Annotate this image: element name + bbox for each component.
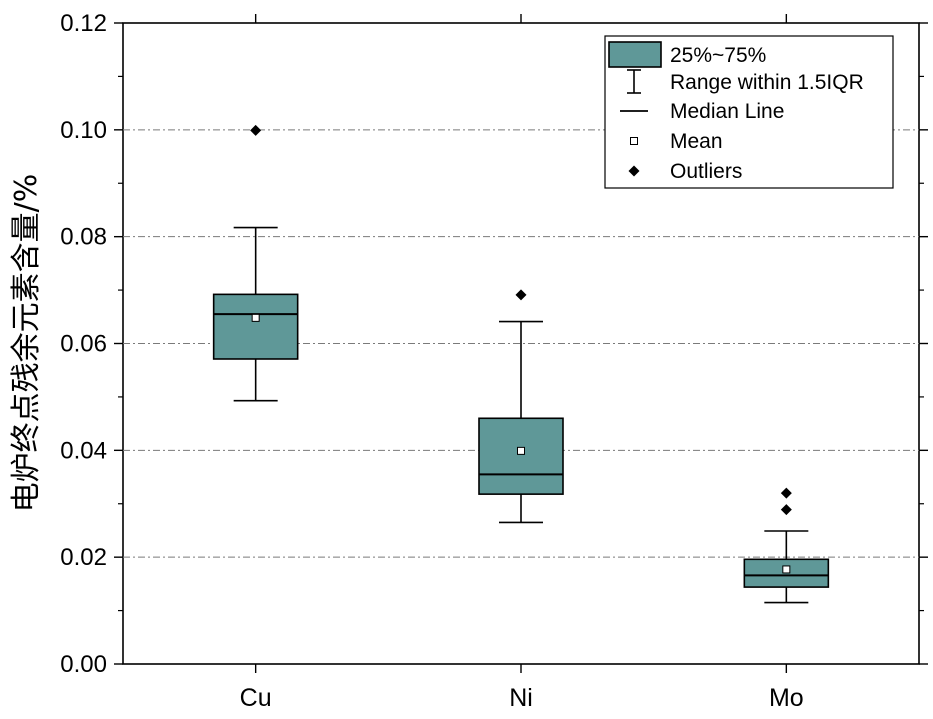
axes: 0.00 0.02 0.04 0.06 0.08 0.10 0.12 Cu Ni Mo [60, 10, 928, 712]
outlier-marker [515, 289, 527, 301]
legend-mean-swatch [630, 137, 638, 145]
box-mo [743, 487, 830, 604]
mean-marker [517, 446, 525, 455]
iqr-box [212, 293, 299, 360]
y-tick-label: 0.04 [60, 437, 107, 464]
legend: 25%~75% Range within 1.5IQR Median Line Mea… [604, 35, 894, 189]
y-tick-label: 0.08 [60, 224, 107, 251]
y-axis-label: 电炉终点残余元素含量/% [9, 174, 44, 513]
legend-items: 25%~75% Range within 1.5IQR Median Line Mea… [608, 41, 864, 183]
y-tick-label: 0.06 [60, 331, 107, 358]
y-tick-label: 0.10 [60, 117, 107, 144]
legend-item-line: Median Line [620, 100, 784, 123]
outlier-marker [780, 487, 792, 499]
legend-box-swatch [608, 41, 662, 68]
box-cu [212, 124, 299, 402]
iqr-box [478, 417, 564, 495]
y-tick-label: 0.12 [60, 10, 107, 37]
legend-label: Range within 1.5IQR [670, 71, 864, 94]
legend-item-diamond: Outliers [628, 160, 742, 183]
legend-item-box: 25%~75% [608, 41, 766, 68]
x-tick-label: Cu [240, 684, 272, 712]
legend-item-whisker: Range within 1.5IQR [627, 69, 864, 94]
box-ni [478, 289, 564, 524]
legend-label: Outliers [670, 160, 742, 183]
mean-marker [251, 313, 260, 322]
x-tick-label: Mo [769, 684, 804, 712]
legend-label: Mean [670, 130, 723, 153]
y-tick-label: 0.00 [60, 651, 107, 678]
mean-marker [782, 565, 791, 574]
boxes [212, 124, 830, 604]
legend-label: Median Line [670, 100, 784, 123]
legend-label: 25%~75% [670, 44, 766, 67]
y-tick-label: 0.02 [60, 544, 107, 571]
legend-outlier-swatch [628, 165, 640, 177]
x-tick-label: Ni [509, 684, 533, 712]
legend-item-square: Mean [630, 130, 723, 153]
outlier-marker [780, 504, 792, 516]
outlier-marker [250, 124, 262, 136]
